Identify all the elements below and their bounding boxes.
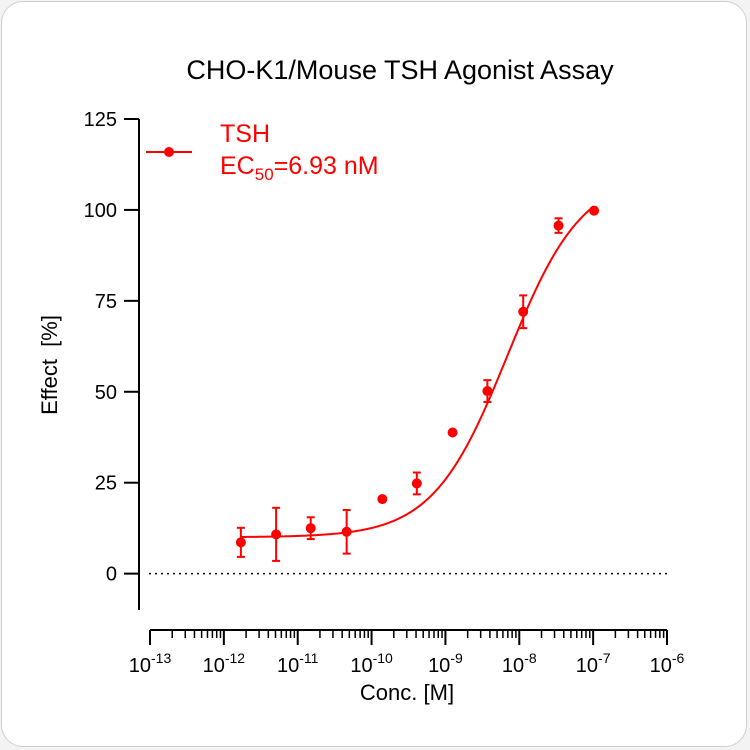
- legend-series-name: TSH: [220, 120, 270, 148]
- x-tick-label: 10-11: [277, 650, 319, 677]
- data-point: [377, 494, 388, 505]
- data-point: [305, 516, 316, 541]
- data-points: [235, 205, 600, 562]
- x-tick-label: 10-13: [129, 650, 172, 677]
- y-tick-label: 25: [95, 473, 117, 495]
- data-point: [518, 294, 529, 330]
- x-axis: 10-13 10-12 10-11 10-10 10-9 10-8 10-7 10-6: [129, 629, 685, 677]
- data-point: [447, 427, 458, 438]
- x-tick-label: 10-8: [502, 650, 537, 677]
- y-tick-label: 50: [95, 382, 117, 404]
- legend-marker: [164, 147, 174, 157]
- y-tick-label: 0: [106, 564, 117, 586]
- y-axis-label: Effect [%]: [37, 315, 62, 415]
- data-point: [271, 506, 282, 562]
- data-marker: [553, 220, 564, 231]
- data-marker: [341, 526, 352, 537]
- x-tick-label: 10-12: [203, 650, 246, 677]
- data-marker: [411, 478, 422, 489]
- y-tick-label: 100: [84, 200, 117, 222]
- data-marker: [589, 205, 600, 216]
- data-point: [411, 471, 422, 496]
- data-point: [235, 526, 246, 558]
- x-axis-label: Conc. [M]: [360, 680, 454, 705]
- legend: TSH EC50=6.93 nM: [146, 120, 379, 184]
- data-point: [482, 379, 493, 403]
- y-axis: 0 25 50 75 100 125: [84, 109, 140, 610]
- x-tick-label: 10-10: [350, 650, 393, 677]
- x-tick-label: 10-7: [576, 650, 611, 677]
- legend-ec50-value: =6.93 nM: [274, 152, 379, 180]
- data-marker: [447, 427, 458, 438]
- data-marker: [482, 386, 493, 397]
- legend-ec50: EC50=6.93 nM: [220, 152, 379, 184]
- fit-curve: [240, 206, 594, 538]
- legend-ec50-prefix: EC: [220, 152, 255, 180]
- x-tick-label: 10-9: [428, 650, 463, 677]
- fit-line: [240, 206, 594, 538]
- data-marker: [235, 537, 246, 548]
- legend-ec50-subscript: 50: [255, 165, 274, 184]
- data-point: [341, 508, 352, 555]
- y-tick-label: 75: [95, 291, 117, 313]
- data-marker: [305, 523, 316, 534]
- x-tick-label: 10-6: [650, 650, 685, 677]
- chart-title: CHO-K1/Mouse TSH Agonist Assay: [186, 55, 614, 85]
- data-marker: [271, 529, 282, 540]
- y-tick-label: 125: [84, 109, 117, 131]
- data-point: [553, 217, 564, 234]
- data-marker: [377, 494, 388, 505]
- data-point: [589, 205, 600, 216]
- data-marker: [518, 306, 529, 317]
